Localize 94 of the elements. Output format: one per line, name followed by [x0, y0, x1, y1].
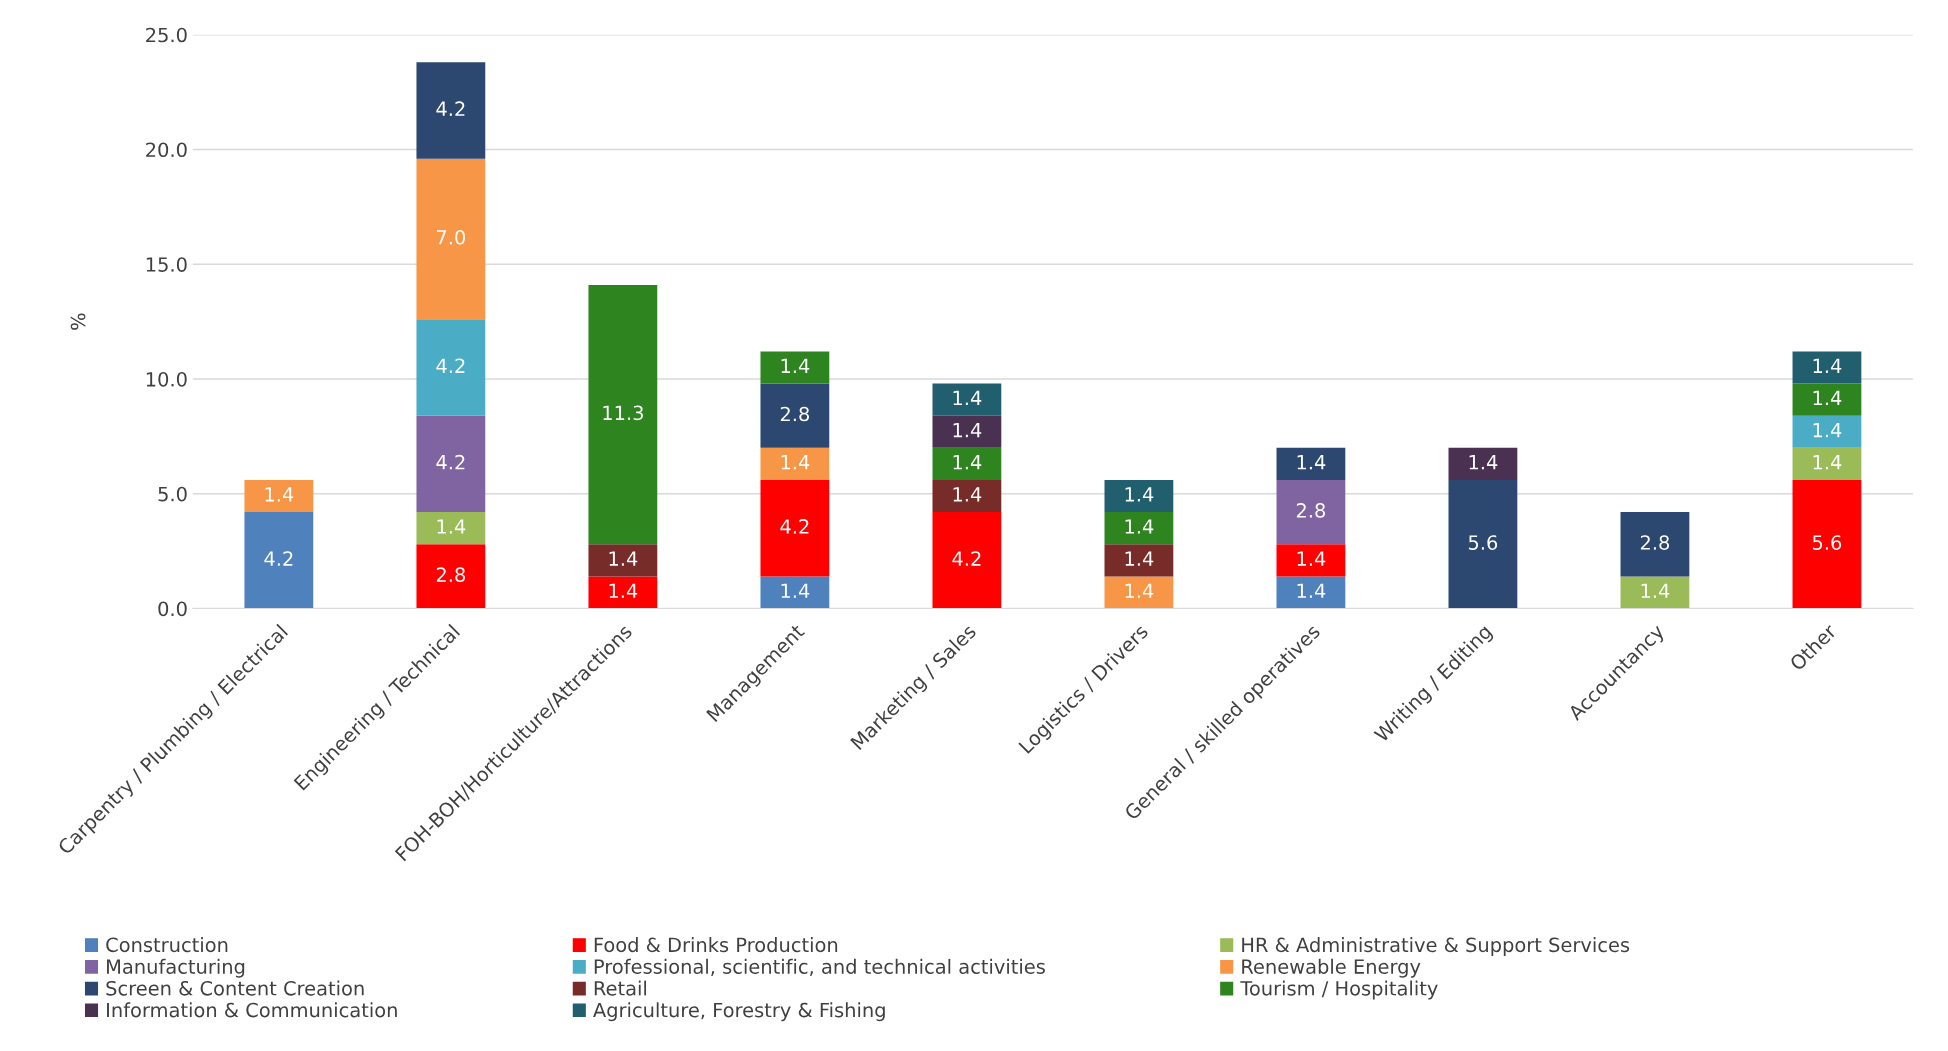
bar	[1104, 479, 1174, 513]
data-label: 4.2	[780, 519, 809, 534]
bar	[932, 479, 1002, 513]
legend-label: Manufacturing	[107, 958, 245, 978]
bar	[588, 544, 658, 577]
bar	[1448, 479, 1518, 609]
data-label: 1.4	[1813, 390, 1842, 406]
data-label: 1.4	[1813, 422, 1842, 438]
bar	[1792, 415, 1862, 448]
bar	[588, 284, 658, 545]
data-label: 4.2	[264, 551, 293, 566]
bar	[1792, 479, 1862, 609]
bar	[1448, 447, 1518, 480]
legend-label: Agriculture, Forestry & Fishing	[593, 1002, 885, 1022]
data-label: 4.2	[436, 454, 465, 470]
data-label: 1.4	[1297, 583, 1326, 598]
bar	[416, 415, 486, 513]
data-label: 1.4	[437, 519, 466, 534]
data-label: 1.4	[1813, 455, 1842, 470]
bar	[760, 576, 830, 609]
bar	[760, 479, 830, 577]
data-label: 4.2	[952, 551, 981, 566]
legend-label: Food & Drinks Production	[594, 937, 838, 953]
bar	[1792, 447, 1862, 480]
data-label: 1.4	[1297, 455, 1326, 470]
data-label: 4.2	[436, 358, 465, 373]
bar	[416, 319, 486, 416]
bar	[416, 62, 486, 159]
bar	[1792, 383, 1862, 416]
legend-label: Tourism / Hospitality	[1240, 980, 1438, 1000]
data-label: 11.3	[603, 405, 643, 421]
legend-label: Renewable Energy	[1242, 958, 1421, 978]
data-label: 1.4	[1297, 551, 1326, 566]
bar	[1620, 576, 1690, 609]
data-label: 1.4	[953, 390, 982, 406]
bar	[760, 383, 830, 448]
data-label: 1.4	[609, 551, 638, 566]
bar	[932, 383, 1002, 416]
y-axis-title: %	[70, 313, 86, 330]
bar	[932, 447, 1002, 480]
bar	[588, 576, 658, 609]
bar	[1276, 544, 1346, 577]
data-label: 1.4	[265, 487, 294, 502]
data-label: 1.4	[1469, 455, 1498, 470]
legend-label: Screen & Content Creation	[106, 980, 364, 996]
data-label: 2.8	[780, 406, 810, 422]
bar	[760, 351, 830, 384]
data-label: 1.4	[1813, 358, 1842, 373]
data-label: 4.2	[436, 101, 465, 116]
legend-label: Information & Communication	[107, 1002, 397, 1018]
bar	[1620, 512, 1690, 577]
data-label: 1.4	[1641, 583, 1670, 598]
bar	[416, 158, 486, 320]
legend-label: Professional, scientific, and technical activities	[594, 958, 1045, 976]
data-label: 2.8	[436, 567, 465, 583]
bar	[760, 447, 830, 480]
y-tick-label: 20.0	[146, 142, 187, 158]
y-tick-label: 5.0	[158, 486, 187, 502]
y-tick-label: 25.0	[146, 27, 187, 43]
legend-label: Retail	[594, 980, 647, 996]
data-label: 5.6	[1812, 535, 1842, 550]
data-label: 1.4	[781, 358, 810, 373]
bar	[1276, 447, 1346, 480]
data-label: 1.4	[1125, 487, 1154, 502]
bar	[932, 415, 1002, 448]
bar	[932, 512, 1002, 609]
data-label: 1.4	[1125, 583, 1154, 598]
data-label: 1.4	[953, 487, 982, 502]
data-label: 1.4	[1125, 551, 1154, 566]
bar	[1104, 512, 1174, 545]
data-label: 1.4	[609, 583, 638, 598]
data-label: 1.4	[781, 455, 810, 470]
y-tick-label: 15.0	[146, 257, 187, 272]
data-label: 1.4	[953, 422, 982, 438]
bar	[1276, 479, 1346, 545]
bar	[1792, 351, 1862, 384]
bar	[1104, 544, 1174, 577]
bar	[416, 512, 486, 545]
data-label: 1.4	[1125, 519, 1154, 534]
legend-label: Construction	[106, 937, 228, 953]
y-tick-label: 10.0	[146, 371, 187, 387]
data-label: 7.0	[437, 229, 466, 245]
bar	[244, 512, 314, 609]
legend-label: HR & Administrative & Support Services	[1242, 937, 1630, 956]
bar	[416, 544, 486, 609]
bar	[1104, 576, 1174, 609]
data-label: 1.4	[781, 583, 810, 598]
data-label: 5.6	[1468, 535, 1498, 550]
bar	[1276, 576, 1346, 609]
y-tick-label: 0.0	[158, 601, 187, 617]
bar	[244, 479, 314, 513]
data-label: 2.8	[1640, 535, 1670, 550]
data-label: 2.8	[1296, 503, 1326, 518]
data-label: 1.4	[953, 455, 982, 470]
